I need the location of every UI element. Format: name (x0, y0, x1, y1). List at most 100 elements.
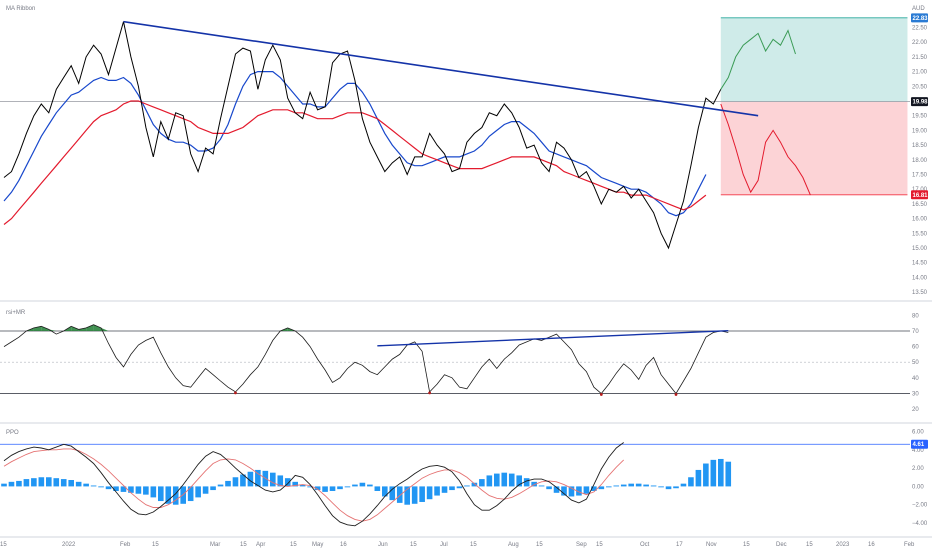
price-tick-label-4: 21.00 (912, 70, 928, 76)
ppo-histogram-bar-9 (68, 480, 74, 487)
x-tick-label-8: May (312, 542, 323, 548)
series-line-price (3, 21, 722, 250)
x-tick-label-26: Feb (904, 542, 915, 548)
ppo-histogram-bar-20 (150, 486, 157, 498)
ppo-histogram-bar-93 (695, 469, 702, 487)
ppo-histogram-bar-32 (240, 474, 246, 487)
ppo-histogram-bar-23 (172, 486, 179, 505)
ppo-histogram-bar-51 (382, 486, 388, 497)
ppo-histogram-bar-53 (396, 486, 403, 503)
price-tick-label-9: 18.50 (912, 143, 928, 149)
rsi-oversold-marker-31 (234, 391, 237, 395)
ppo-tag-label: 4.61 (913, 442, 925, 448)
rsi-oversold-marker-80 (599, 393, 603, 396)
price-tick-label-17: 14.50 (912, 261, 928, 267)
ppo-histogram-bar-94 (703, 463, 709, 487)
ppo-histogram-bar-82 (613, 485, 620, 487)
rsi-line (3, 324, 729, 395)
ppo-histogram-bar-78 (583, 486, 590, 494)
ppo-histogram-bar-74 (553, 486, 560, 493)
rsi-overbought-fill-11 (86, 324, 94, 331)
ppo-histogram-bar-88 (658, 486, 664, 488)
ppo-histogram-bar-49 (367, 484, 373, 487)
x-tick-label-0: 15 (0, 542, 7, 548)
x-tick-label-5: 15 (240, 542, 247, 548)
ppo-histogram-bar-15 (113, 486, 119, 491)
rsi-overbought-fill-4 (33, 326, 42, 331)
x-tick-label-2: Feb (120, 542, 131, 548)
ppo-histogram-bar-38 (284, 478, 291, 487)
ppo-histogram-bar-31 (232, 477, 239, 487)
ppo-histogram-bar-12 (90, 485, 97, 487)
rsi-pane-title: rsi+MR (6, 310, 26, 316)
ppo-tick-label-1: 4.00 (912, 448, 924, 454)
series-line-price-projection-down (720, 103, 811, 196)
ppo-histogram-bar-73 (546, 486, 552, 490)
price-tick-label-14: 16.00 (912, 217, 928, 223)
ppo-histogram-bar-14 (105, 486, 112, 490)
ppo-tick-label-3: 0.00 (912, 484, 924, 490)
price-tag-bg-1 (911, 97, 928, 107)
ppo-histogram-bar-64 (479, 479, 485, 487)
price-tick-label-1: 22.50 (912, 26, 928, 32)
ppo-histogram-bar-90 (673, 486, 679, 489)
ppo-histogram-bar-77 (576, 486, 582, 496)
price-tick-label-19: 13.50 (912, 290, 928, 296)
series-line-ma_blue (3, 71, 707, 217)
ppo-histogram-bar-26 (195, 486, 201, 498)
x-tick-label-21: 15 (743, 542, 750, 548)
ppo-histogram-bar-59 (441, 486, 448, 493)
ppo-pane-title: PPO (6, 430, 19, 436)
x-tick-label-7: 15 (290, 542, 297, 548)
x-tick-label-24: 2023 (836, 542, 850, 548)
ppo-line (3, 442, 624, 527)
ppo-histogram-bar-86 (643, 484, 649, 487)
ppo-tick-label-0: 6.00 (912, 429, 924, 435)
price-tag-label-0: 22.83 (913, 16, 929, 22)
x-tick-label-9: 16 (340, 542, 347, 548)
price-axis-unit: AUD (912, 6, 925, 12)
ppo-histogram-bar-89 (665, 486, 672, 490)
ppo-histogram-bar-30 (225, 480, 231, 487)
ppo-histogram-bar-97 (725, 461, 732, 487)
price-tag-bg-2 (911, 190, 928, 200)
x-tick-label-3: 15 (152, 542, 159, 548)
ppo-histogram-bar-56 (419, 486, 425, 502)
ppo-histogram-bar-66 (494, 473, 500, 487)
price-tick-label-2: 22.00 (912, 40, 928, 46)
ppo-histogram-bar-50 (374, 486, 381, 491)
ppo-histogram-bar-76 (568, 486, 575, 497)
x-tick-label-23: 15 (806, 542, 813, 548)
ppo-histogram-bar-81 (606, 486, 612, 488)
price-tick-label-16: 15.00 (912, 246, 928, 252)
x-tick-label-13: 15 (470, 542, 477, 548)
price-tick-label-18: 14.00 (912, 275, 928, 281)
price-tick-label-10: 18.00 (912, 158, 928, 164)
ppo-histogram-bar-3 (23, 479, 30, 487)
ppo-histogram-bar-60 (449, 486, 455, 491)
series-line-price-projection-up (720, 29, 796, 90)
x-tick-label-1: 2022 (62, 542, 76, 548)
rsi-tick-label-5: 30 (912, 391, 919, 397)
ppo-histogram-bar-33 (247, 471, 254, 487)
x-tick-label-4: Mar (210, 542, 220, 548)
price-tag-label-2: 16.81 (913, 193, 929, 199)
x-tick-label-25: 16 (868, 542, 875, 548)
ppo-histogram-bar-16 (120, 486, 127, 492)
price-tick-label-5: 20.50 (912, 84, 928, 90)
ppo-histogram-bar-17 (128, 486, 134, 493)
x-tick-label-12: Jul (440, 542, 448, 548)
price-tick-label-3: 21.50 (912, 55, 928, 61)
ppo-tick-label-2: 2.00 (912, 466, 924, 472)
x-tick-label-15: 15 (536, 542, 543, 548)
ppo-signal-line (3, 448, 625, 522)
ppo-histogram-bar-8 (60, 479, 67, 487)
rsi-tick-label-0: 80 (912, 313, 919, 319)
ppo-histogram-bar-84 (628, 483, 634, 487)
x-tick-label-19: 17 (676, 542, 683, 548)
price-tick-label-15: 15.50 (912, 231, 928, 237)
rsi-overbought-fill-12 (93, 324, 102, 331)
ppo-histogram-bar-65 (486, 475, 493, 487)
x-tick-label-10: Jun (378, 542, 388, 548)
